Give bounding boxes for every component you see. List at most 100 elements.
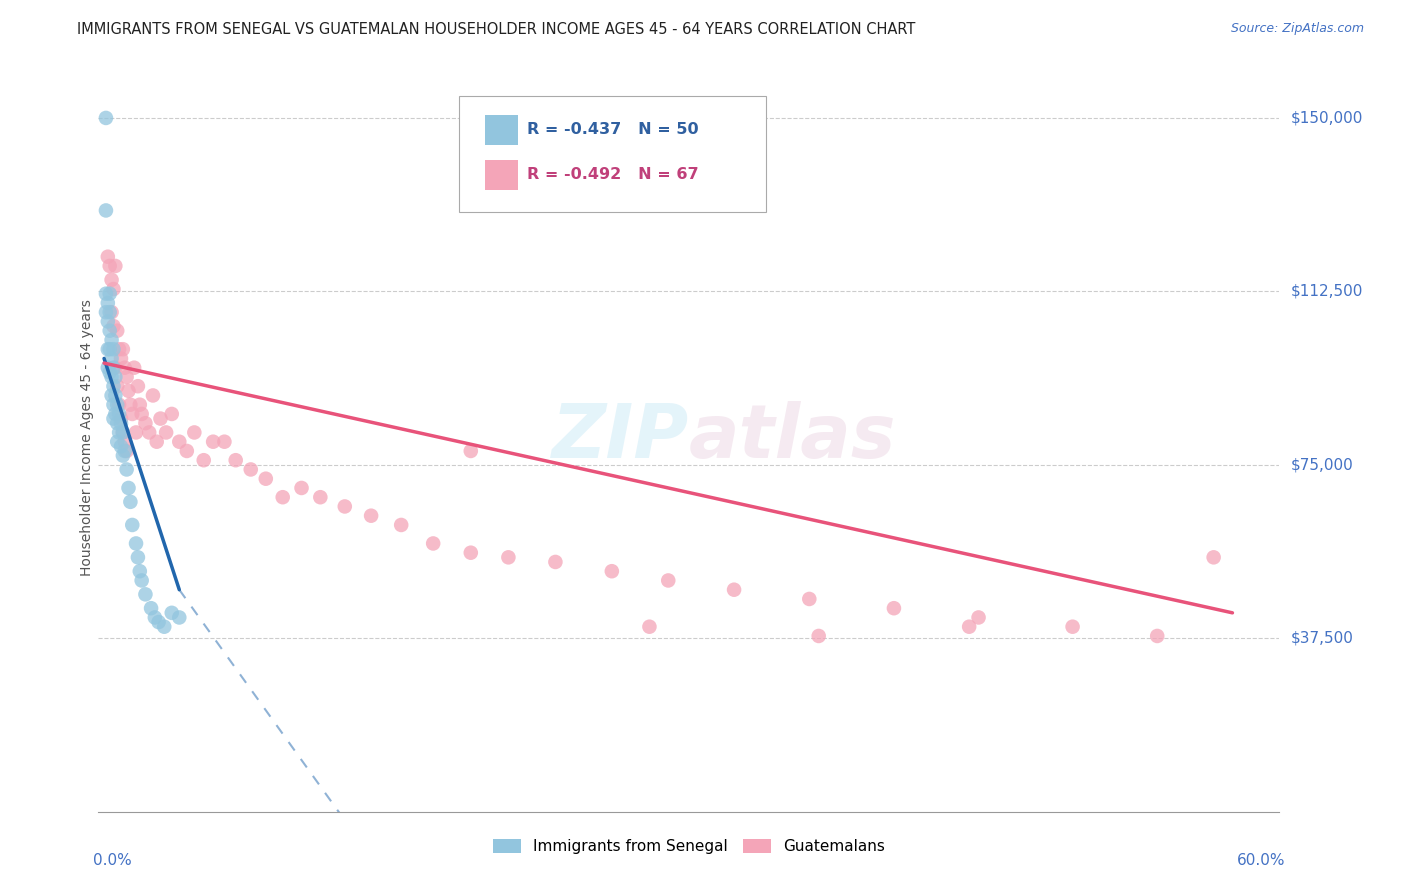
Point [98,286,121,301]
Point [103,379,125,393]
Point [104,370,127,384]
Point [309,490,332,504]
Point [128,564,150,578]
Legend: Immigrants from Senegal, Guatemalans: Immigrants from Senegal, Guatemalans [486,833,891,860]
Point [111,449,134,463]
Point [498,550,520,565]
Point [103,411,125,425]
Point [134,416,156,430]
Point [544,555,567,569]
Point [799,591,821,606]
Point [110,439,132,453]
Point [149,411,172,425]
Point [98,342,121,356]
Point [98,259,121,273]
Point [117,384,139,398]
Point [110,351,132,366]
Point [131,574,153,588]
Point [108,342,131,356]
Point [600,564,623,578]
Point [98,324,121,338]
Point [105,398,128,412]
Point [138,425,160,440]
Bar [485,160,517,190]
Point [111,425,134,440]
Point [134,587,156,601]
Point [225,453,247,467]
Point [131,407,153,421]
Point [105,324,128,338]
Point [169,434,191,449]
Point [142,388,165,402]
Point [104,259,127,273]
Point [110,416,132,430]
Point [103,398,125,412]
Point [176,444,198,458]
Point [120,495,142,509]
Point [127,379,149,393]
Point [97,360,120,375]
Point [100,351,122,366]
Point [115,444,138,458]
Point [333,500,356,514]
Point [638,620,661,634]
Point [108,425,131,440]
Point [290,481,312,495]
Point [115,462,138,476]
Point [103,360,125,375]
Text: $37,500: $37,500 [1291,631,1354,646]
Point [97,250,120,264]
Point [114,434,136,449]
Point [103,319,125,334]
Text: 0.0%: 0.0% [93,853,131,868]
Point [254,472,277,486]
Point [100,388,122,402]
Point [94,305,117,319]
Text: IMMIGRANTS FROM SENEGAL VS GUATEMALAN HOUSEHOLDER INCOME AGES 45 - 64 YEARS CORR: IMMIGRANTS FROM SENEGAL VS GUATEMALAN HO… [77,22,915,37]
Point [104,360,127,375]
Point [239,462,262,476]
Point [100,370,122,384]
Point [127,550,149,565]
Point [460,444,482,458]
FancyBboxPatch shape [458,96,766,212]
Point [98,365,121,379]
Point [389,518,412,533]
Point [110,411,132,425]
Point [169,610,191,624]
Point [111,425,134,440]
Point [105,379,128,393]
Point [1062,620,1084,634]
Point [105,416,128,430]
Y-axis label: Householder Income Ages 45 - 64 years: Householder Income Ages 45 - 64 years [80,299,94,575]
Point [183,425,205,440]
Point [121,407,143,421]
Text: $112,500: $112,500 [1291,284,1362,299]
Text: R = -0.437   N = 50: R = -0.437 N = 50 [527,122,699,137]
Text: ZIP: ZIP [551,401,689,474]
Point [114,360,136,375]
Point [153,620,176,634]
Point [967,610,990,624]
Point [104,388,127,402]
Point [160,407,183,421]
Bar [485,115,517,145]
Point [139,601,162,615]
Point [723,582,745,597]
Point [1202,550,1225,565]
Point [148,615,170,629]
Point [193,453,215,467]
Point [143,610,166,624]
Point [98,305,121,319]
Point [807,629,830,643]
Point [214,434,236,449]
Text: atlas: atlas [689,401,897,474]
Point [360,508,382,523]
Point [125,425,148,440]
Point [155,425,177,440]
Point [111,342,134,356]
Point [108,398,131,412]
Point [114,444,136,458]
Point [1146,629,1168,643]
Point [422,536,444,550]
